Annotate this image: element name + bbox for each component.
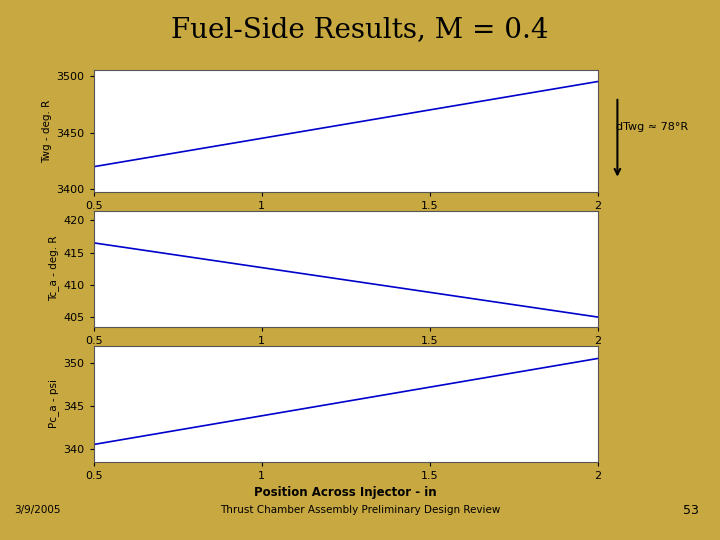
Text: Fuel-Side Results, M = 0.4: Fuel-Side Results, M = 0.4 <box>171 16 549 43</box>
Y-axis label: Tc_a - deg. R: Tc_a - deg. R <box>48 236 59 301</box>
Text: Thrust Chamber Assembly Preliminary Design Review: Thrust Chamber Assembly Preliminary Desi… <box>220 505 500 515</box>
Y-axis label: Twg - deg. R: Twg - deg. R <box>42 99 53 163</box>
Y-axis label: Pc_a - psi: Pc_a - psi <box>48 379 59 428</box>
Text: 3/9/2005: 3/9/2005 <box>14 505 61 515</box>
Text: dTwg ≈ 78°R: dTwg ≈ 78°R <box>616 122 688 132</box>
X-axis label: Position Across Injector - in: Position Across Injector - in <box>254 487 437 500</box>
Text: 53: 53 <box>683 504 698 517</box>
